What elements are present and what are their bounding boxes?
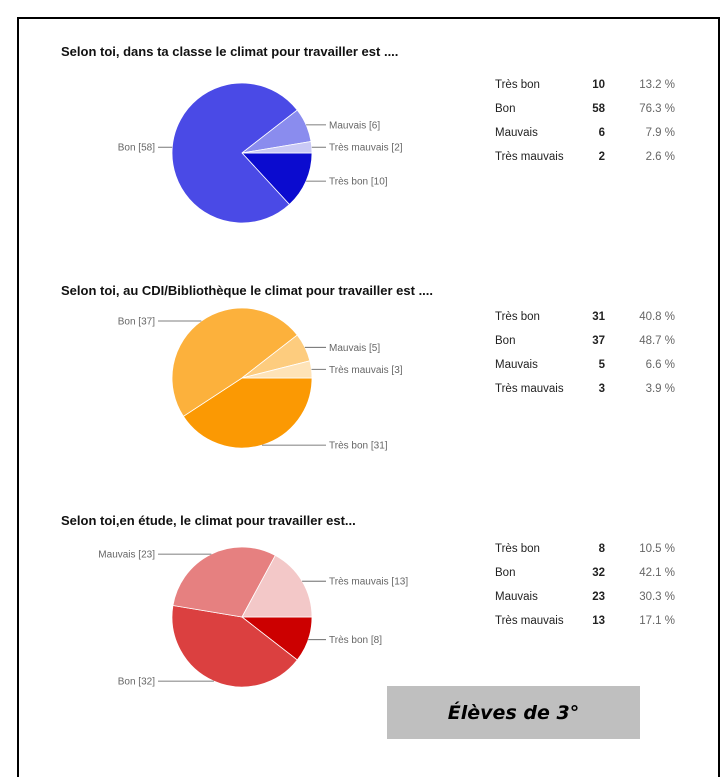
stats-percent: 2.6 % — [645, 151, 675, 163]
stats-table-1: Très bon 10 13.2 % Bon 58 76.3 % Mauvais 6 7.9… — [495, 73, 675, 169]
stats-percent: 7.9 % — [645, 127, 675, 139]
stats-count: 8 — [598, 543, 605, 555]
slice-label: Très mauvais [3] — [329, 365, 403, 376]
stats-label: Très mauvais — [495, 151, 564, 163]
slice-label: Bon [58] — [118, 143, 155, 154]
stats-count: 58 — [592, 103, 605, 115]
stats-percent: 30.3 % — [639, 591, 675, 603]
pie-slice — [241, 141, 313, 154]
stats-count: 5 — [598, 359, 605, 371]
stats-count: 10 — [592, 79, 605, 91]
stats-count: 3 — [598, 383, 605, 395]
stats-row: Mauvais 23 30.3 % — [495, 585, 675, 609]
stats-row: Très mauvais 2 2.6 % — [495, 145, 675, 169]
slice-label: Très mauvais [13] — [329, 577, 408, 588]
stats-label: Très bon — [495, 311, 540, 323]
stats-count: 31 — [592, 311, 605, 323]
slice-label: Mauvais [5] — [329, 343, 380, 354]
stats-row: Bon 32 42.1 % — [495, 561, 675, 585]
pie-slice — [171, 307, 298, 417]
slice-label: Bon [32] — [118, 677, 155, 688]
class-level-badge: Élèves de 3° — [387, 686, 640, 739]
pie-chart-2: Très bon [31] Bon [37] Mauvais [5] Très mau… — [118, 307, 403, 452]
slice-label: Très bon [8] — [329, 635, 382, 646]
stats-row: Bon 37 48.7 % — [495, 329, 675, 353]
chart-2-title: Selon toi, au CDI/Bibliothèque le climat… — [61, 283, 434, 298]
stats-count: 37 — [592, 335, 605, 347]
stats-row: Mauvais 6 7.9 % — [495, 121, 675, 145]
pie-slice — [241, 554, 313, 618]
stats-percent: 13.2 % — [639, 79, 675, 91]
stats-row: Très bon 10 13.2 % — [495, 73, 675, 97]
stats-count: 13 — [592, 615, 605, 627]
pie-slice — [171, 605, 298, 688]
stats-row: Très mauvais 3 3.9 % — [495, 377, 675, 401]
pie-chart-1: Très bon [10] Bon [58] Mauvais [6] Très mau… — [118, 82, 403, 224]
stats-percent: 76.3 % — [639, 103, 675, 115]
stats-label: Mauvais — [495, 591, 538, 603]
pie-slice — [241, 360, 313, 379]
slice-label: Bon [37] — [118, 317, 155, 328]
stats-count: 2 — [598, 151, 605, 163]
stats-label: Très mauvais — [495, 383, 564, 395]
stats-label: Très bon — [495, 543, 540, 555]
stats-label: Très mauvais — [495, 615, 564, 627]
stats-percent: 10.5 % — [639, 543, 675, 555]
stats-label: Bon — [495, 335, 516, 347]
stats-percent: 3.9 % — [645, 383, 675, 395]
slice-label: Mauvais [23] — [98, 550, 155, 561]
page-frame — [17, 17, 720, 777]
stats-percent: 40.8 % — [639, 311, 675, 323]
stats-row: Mauvais 5 6.6 % — [495, 353, 675, 377]
stats-label: Très bon — [495, 79, 540, 91]
stats-row: Bon 58 76.3 % — [495, 97, 675, 121]
stats-percent: 6.6 % — [645, 359, 675, 371]
slice-label: Très bon [31] — [329, 441, 388, 452]
stats-count: 6 — [598, 127, 605, 139]
pie-slice — [241, 152, 313, 206]
stats-table-3: Très bon 8 10.5 % Bon 32 42.1 % Mauvais 23 30.… — [495, 537, 675, 633]
slice-label: Très bon [10] — [329, 177, 388, 188]
stats-percent: 42.1 % — [639, 567, 675, 579]
stats-row: Très bon 31 40.8 % — [495, 305, 675, 329]
stats-row: Très mauvais 13 17.1 % — [495, 609, 675, 633]
stats-count: 32 — [592, 567, 605, 579]
stats-percent: 17.1 % — [639, 615, 675, 627]
stats-percent: 48.7 % — [639, 335, 675, 347]
stats-row: Très bon 8 10.5 % — [495, 537, 675, 561]
stats-table-2: Très bon 31 40.8 % Bon 37 48.7 % Mauvais 5 6.6… — [495, 305, 675, 401]
stats-label: Bon — [495, 103, 516, 115]
slice-label: Mauvais [6] — [329, 120, 380, 131]
stats-label: Bon — [495, 567, 516, 579]
stats-label: Mauvais — [495, 127, 538, 139]
chart-3-title: Selon toi,en étude, le climat pour trava… — [61, 513, 356, 528]
stats-count: 23 — [592, 591, 605, 603]
chart-1-title: Selon toi, dans ta classe le climat pour… — [61, 44, 399, 59]
pie-slice — [171, 82, 298, 224]
stats-label: Mauvais — [495, 359, 538, 371]
slice-label: Très mauvais [2] — [329, 143, 403, 154]
pie-chart-3: Très bon [8] Bon [32] Mauvais [23] Très mau… — [98, 546, 408, 688]
